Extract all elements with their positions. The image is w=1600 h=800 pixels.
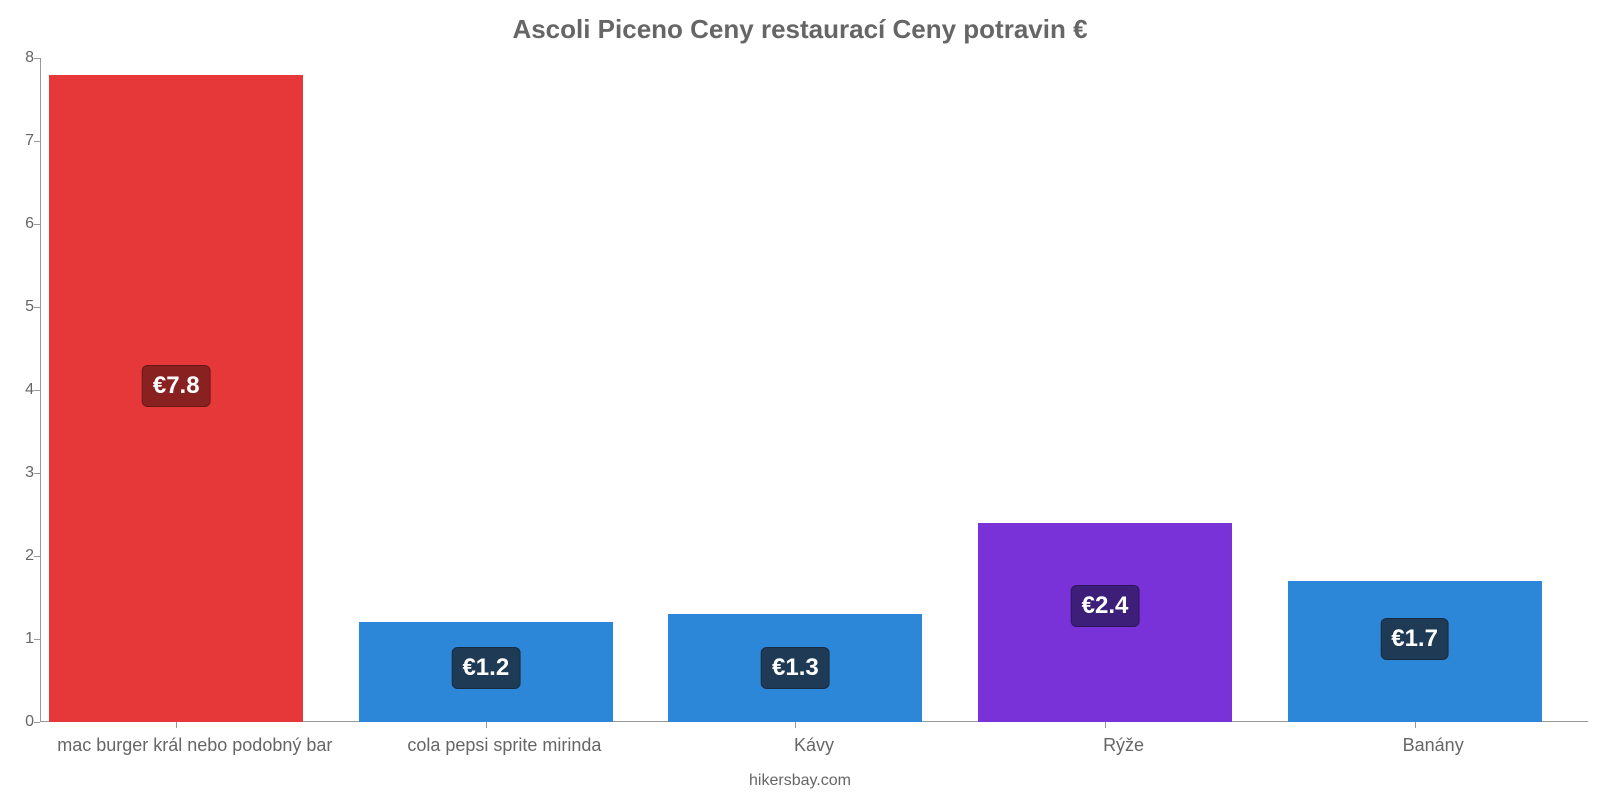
y-tick-label: 8 (6, 49, 34, 67)
bar-slot: €1.2 (350, 58, 660, 722)
y-tick-label: 2 (6, 547, 34, 565)
y-tick-label: 0 (6, 713, 34, 731)
x-axis-label: Kávy (659, 735, 969, 756)
x-axis-label: Rýže (969, 735, 1279, 756)
bar-value-label: €1.7 (1380, 618, 1449, 660)
bar-value-label: €1.2 (451, 647, 520, 689)
price-bar-chart: Ascoli Piceno Ceny restaurací Ceny potra… (0, 0, 1600, 800)
chart-footer: hikersbay.com (0, 772, 1600, 790)
x-axis-labels: mac burger král nebo podobný barcola pep… (40, 735, 1588, 756)
x-tick (1415, 722, 1416, 728)
bar-slot: €7.8 (40, 58, 350, 722)
x-tick (795, 722, 796, 728)
y-tick-label: 1 (6, 630, 34, 648)
x-tick (486, 722, 487, 728)
x-axis-label: Banány (1278, 735, 1588, 756)
x-axis-label: cola pepsi sprite mirinda (350, 735, 660, 756)
x-axis-label: mac burger král nebo podobný bar (40, 735, 350, 756)
y-tick (34, 722, 40, 723)
y-tick-label: 6 (6, 215, 34, 233)
bar-value-label: €7.8 (142, 365, 211, 407)
bar-value-label: €1.3 (761, 647, 830, 689)
bars-container: €7.8 €1.2 €1.3 €2.4 €1.7 (40, 58, 1588, 722)
y-tick-label: 3 (6, 464, 34, 482)
chart-title: Ascoli Piceno Ceny restaurací Ceny potra… (0, 0, 1600, 45)
bar-value-label: €2.4 (1071, 585, 1140, 627)
x-tick (176, 722, 177, 728)
y-tick-label: 7 (6, 132, 34, 150)
bar-slot: €1.7 (1278, 58, 1588, 722)
y-tick-label: 4 (6, 381, 34, 399)
plot-area: 012345678 €7.8€1.2€1.3€2.4€1.7 (40, 58, 1588, 722)
x-tick (1105, 722, 1106, 728)
bar-slot: €1.3 (659, 58, 969, 722)
bar-slot: €2.4 (969, 58, 1279, 722)
y-tick-label: 5 (6, 298, 34, 316)
